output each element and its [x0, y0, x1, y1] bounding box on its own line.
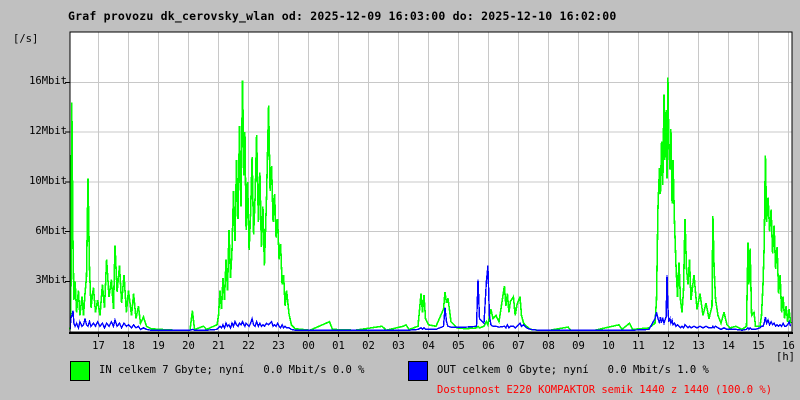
- availability-status-text: Dostupnost E220 KOMPAKTOR semik 1440 z 1…: [437, 384, 773, 396]
- legend-in-swatch: [70, 361, 90, 381]
- x-axis-label: 17: [92, 340, 105, 352]
- x-axis-label: 20: [182, 340, 195, 352]
- traffic-chart-canvas: [65, 31, 793, 337]
- x-axis-label: 05: [452, 340, 465, 352]
- x-axis-label: 12: [662, 340, 675, 352]
- x-axis-label: 14: [722, 340, 735, 352]
- x-axis-label: 09: [572, 340, 585, 352]
- x-axis-label: 04: [422, 340, 435, 352]
- series-in-line: [69, 77, 792, 332]
- y-axis-label: 16Mbit: [29, 75, 67, 88]
- series-out-line: [69, 265, 792, 331]
- x-axis-label: 06: [482, 340, 495, 352]
- y-axis-unit-label: [/s]: [13, 33, 39, 45]
- x-axis-label: 16: [782, 340, 795, 352]
- x-axis-label: 00: [302, 340, 315, 352]
- x-axis-label: 13: [692, 340, 705, 352]
- x-axis-unit-label: [h]: [776, 351, 795, 363]
- x-axis-label: 22: [242, 340, 255, 352]
- x-axis-label: 02: [362, 340, 375, 352]
- x-axis-label: 07: [512, 340, 525, 352]
- y-axis-label: 3Mbit: [35, 274, 67, 287]
- traffic-chart: [62, 31, 800, 341]
- x-axis-label: 18: [122, 340, 135, 352]
- x-axis-label: 01: [332, 340, 345, 352]
- x-axis-label: 08: [542, 340, 555, 352]
- legend-out-label: OUT celkem 0 Gbyte; nyní 0.0 Mbit/s 1.0 …: [437, 364, 709, 376]
- x-axis-label: 23: [272, 340, 285, 352]
- page-title: Graf provozu dk_cerovsky_wlan od: 2025-1…: [68, 9, 617, 23]
- x-axis-label: 11: [632, 340, 645, 352]
- y-axis-label: 10Mbit: [29, 174, 67, 187]
- x-axis-label: 21: [212, 340, 225, 352]
- x-axis-label: 19: [152, 340, 165, 352]
- x-axis-label: 03: [392, 340, 405, 352]
- x-axis-label: 15: [752, 340, 765, 352]
- legend-in-label: IN celkem 7 Gbyte; nyní 0.0 Mbit/s 0.0 %: [99, 364, 365, 376]
- x-axis-label: 10: [602, 340, 615, 352]
- y-axis-label: 6Mbit: [35, 224, 67, 237]
- legend-out-swatch: [408, 361, 428, 381]
- y-axis-label: 12Mbit: [29, 125, 67, 137]
